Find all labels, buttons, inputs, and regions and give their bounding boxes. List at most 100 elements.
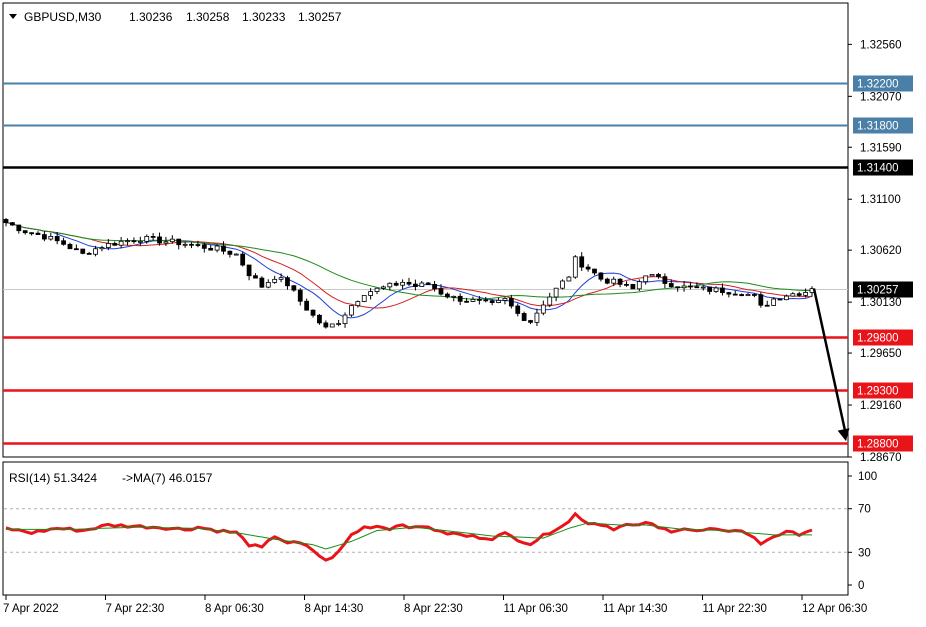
candle-body bbox=[489, 300, 495, 303]
price-tick-label: 1.29160 bbox=[860, 400, 902, 412]
projection-layer bbox=[812, 288, 850, 442]
candle-body bbox=[451, 295, 457, 298]
candle-body bbox=[285, 277, 290, 287]
collapse-triangle-icon[interactable] bbox=[9, 14, 17, 19]
candle-body bbox=[752, 294, 757, 296]
candle-body bbox=[604, 278, 610, 284]
rsi-series-1 bbox=[6, 522, 812, 550]
candle-body bbox=[476, 298, 482, 301]
candle-body bbox=[585, 266, 591, 270]
level-tag-1.31800 bbox=[853, 117, 913, 134]
projection-arrow-head bbox=[837, 428, 850, 442]
candle-body bbox=[617, 278, 623, 285]
candle-body bbox=[233, 253, 239, 256]
rsi-axis: 100 70 30 0 bbox=[848, 471, 877, 592]
time-tick-label: 7 Apr 22:30 bbox=[106, 603, 165, 615]
candle-body bbox=[105, 243, 111, 248]
candle-body bbox=[342, 314, 348, 324]
candle-body bbox=[265, 282, 271, 288]
candle-body bbox=[157, 236, 162, 244]
candle-body bbox=[272, 278, 278, 283]
candle-body bbox=[150, 235, 156, 238]
candle-body bbox=[86, 252, 92, 255]
level-tag-text: 1.28800 bbox=[857, 439, 899, 451]
candle-body bbox=[323, 322, 329, 328]
candle-body bbox=[630, 283, 636, 290]
candle-body bbox=[720, 287, 725, 293]
candle-body bbox=[54, 236, 60, 242]
candle-body bbox=[662, 276, 668, 284]
candle-body bbox=[413, 283, 418, 288]
time-axis: 7 Apr 2022 7 Apr 22:30 8 Apr 06:30 8 Apr 14… bbox=[3, 595, 867, 615]
candle-body bbox=[125, 240, 130, 243]
candle-body bbox=[681, 285, 687, 289]
level-tag-text: 1.29300 bbox=[857, 386, 899, 398]
candle-body bbox=[707, 286, 713, 292]
candle-body bbox=[259, 277, 265, 288]
candle-body bbox=[208, 247, 214, 251]
candle-body bbox=[803, 292, 808, 296]
level-tag-text: 1.31400 bbox=[857, 163, 899, 175]
candle-body bbox=[464, 300, 469, 303]
candle-body bbox=[368, 291, 374, 296]
price-tick-label: 1.32070 bbox=[860, 91, 902, 103]
candle-body bbox=[118, 240, 124, 246]
price-tick-label: 1.28670 bbox=[860, 452, 902, 464]
candle-body bbox=[221, 245, 226, 252]
candle-body bbox=[566, 276, 572, 282]
candle-body bbox=[425, 282, 431, 285]
candle-body bbox=[297, 289, 303, 302]
candle-body bbox=[406, 281, 412, 285]
candle-body bbox=[393, 282, 399, 286]
ohlc-low: 1.30233 bbox=[242, 10, 286, 24]
candle-body bbox=[784, 295, 789, 301]
candle-body bbox=[649, 274, 655, 277]
candle-body bbox=[553, 287, 559, 298]
last-price-tag bbox=[853, 281, 913, 298]
candle-body bbox=[214, 245, 220, 251]
candle-body bbox=[400, 281, 405, 286]
candle-body bbox=[764, 304, 770, 307]
rsi-tick-label: 0 bbox=[858, 580, 864, 592]
price-tick-label: 1.31100 bbox=[860, 194, 901, 206]
candle-body bbox=[579, 256, 585, 268]
candle-body bbox=[387, 282, 393, 288]
candle-body bbox=[310, 309, 316, 316]
symbol-label: GBPUSD,M30 bbox=[24, 10, 102, 24]
candle-body bbox=[22, 230, 28, 234]
candle-body bbox=[240, 253, 246, 266]
candle-body bbox=[515, 305, 521, 314]
candle-body bbox=[470, 298, 476, 302]
candle-body bbox=[796, 293, 802, 296]
candle-body bbox=[777, 298, 783, 301]
candle-body bbox=[291, 285, 297, 291]
candle-body bbox=[304, 300, 310, 311]
level-tag-1.29800 bbox=[853, 329, 913, 346]
candle-body bbox=[643, 275, 649, 283]
candle-body bbox=[438, 288, 444, 295]
candle-body bbox=[48, 236, 54, 240]
candle-body bbox=[444, 293, 450, 298]
candle-body bbox=[349, 305, 354, 316]
candle-body bbox=[432, 284, 437, 290]
candle-body bbox=[176, 238, 182, 246]
candle-body bbox=[361, 295, 367, 302]
candle-body bbox=[3, 219, 9, 224]
candle-body bbox=[201, 244, 207, 249]
candle-body bbox=[169, 238, 175, 243]
candle-body bbox=[656, 274, 661, 278]
candle-body bbox=[745, 294, 751, 297]
candle-body bbox=[329, 323, 335, 328]
candle-body bbox=[73, 248, 79, 251]
candle-body bbox=[41, 234, 47, 240]
candle-body bbox=[521, 313, 527, 321]
candle-body bbox=[547, 296, 553, 306]
time-tick-label: 8 Apr 14:30 bbox=[305, 603, 364, 615]
rsi-header: RSI(14) 51.3424 ->MA(7) 46.0157 bbox=[9, 471, 213, 485]
candle-body bbox=[694, 286, 700, 289]
candle-body bbox=[144, 235, 150, 242]
candle-body bbox=[419, 282, 425, 288]
candle-body bbox=[726, 292, 732, 295]
rsi-lines-layer bbox=[5, 511, 813, 562]
